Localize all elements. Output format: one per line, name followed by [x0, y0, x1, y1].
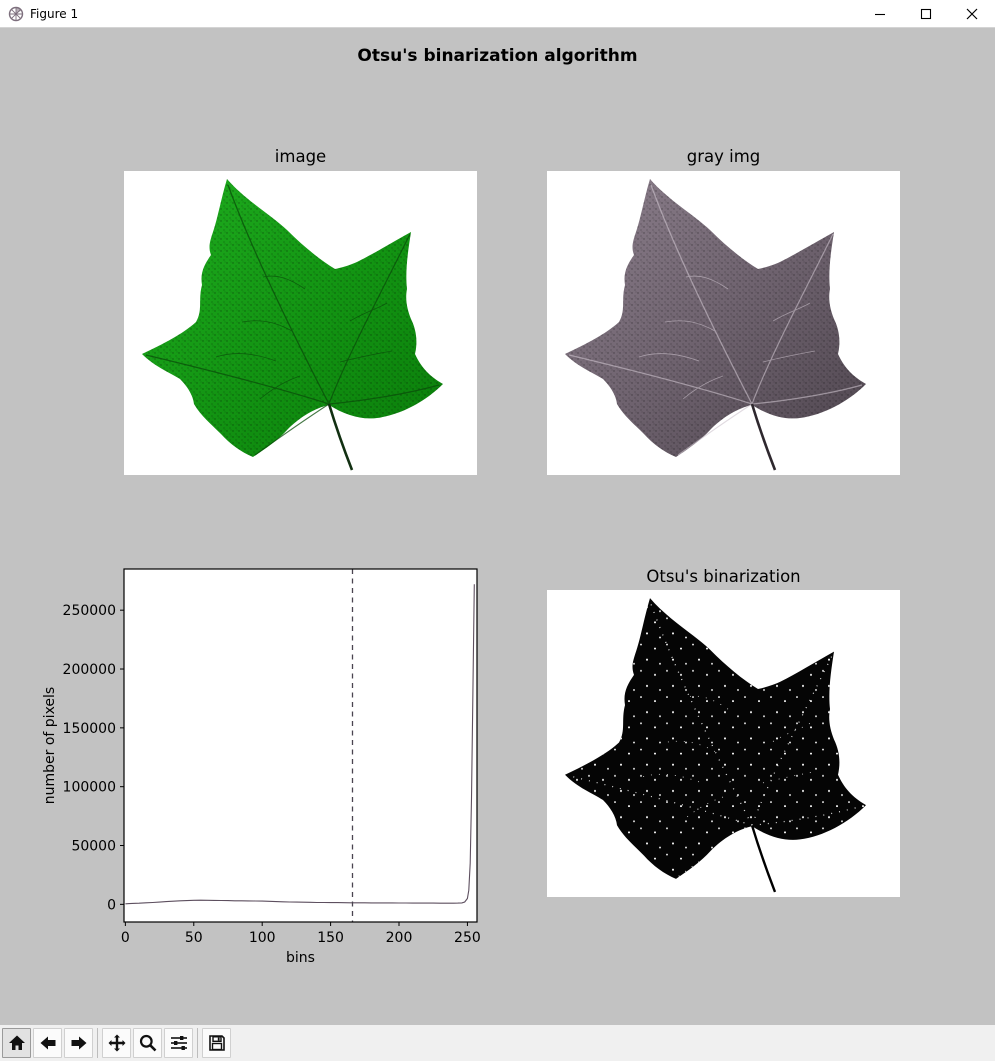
figure-suptitle: Otsu's binarization algorithm — [357, 46, 638, 66]
histogram-plot: 0 50 100 150 200 250 0 50000 100000 150000 200000 2… — [42, 568, 481, 966]
histogram-line — [125, 584, 475, 905]
svg-text:100: 100 — [249, 930, 276, 946]
matplotlib-logo-icon — [8, 6, 24, 22]
svg-text:150000: 150000 — [63, 721, 116, 737]
home-icon — [8, 1035, 25, 1050]
home-button[interactable] — [2, 1028, 31, 1058]
pan-button[interactable] — [102, 1028, 131, 1058]
sliders-icon — [170, 1036, 187, 1050]
leaf-image-color — [124, 171, 477, 475]
maximize-icon — [920, 8, 932, 19]
hist-xlabel: bins — [286, 950, 315, 966]
minimize-button[interactable] — [857, 0, 903, 27]
svg-text:100000: 100000 — [63, 780, 116, 796]
minimize-icon — [875, 13, 885, 15]
back-arrow-icon — [40, 1036, 55, 1050]
svg-text:50000: 50000 — [71, 839, 116, 855]
svg-text:0: 0 — [121, 930, 130, 946]
window-titlebar[interactable]: Figure 1 — [0, 0, 995, 28]
window-title: Figure 1 — [30, 6, 79, 21]
navigation-toolbar — [0, 1025, 995, 1061]
svg-text:250: 250 — [454, 930, 481, 946]
subplot-title-image: image — [274, 147, 327, 166]
back-button[interactable] — [33, 1028, 62, 1058]
pan-icon — [108, 1034, 125, 1052]
forward-button[interactable] — [64, 1028, 93, 1058]
figure-canvas[interactable]: Otsu's binarization algorithm image gray… — [0, 28, 995, 1025]
toolbar-separator — [97, 1028, 98, 1058]
configure-subplots-button[interactable] — [164, 1028, 193, 1058]
close-icon — [966, 8, 978, 19]
zoom-button[interactable] — [133, 1028, 162, 1058]
svg-text:200000: 200000 — [63, 662, 116, 678]
maximize-button[interactable] — [903, 0, 949, 27]
zoom-icon — [139, 1034, 156, 1052]
subplot-title-gray: gray img — [686, 147, 761, 166]
svg-text:0: 0 — [107, 897, 116, 913]
leaf-image-binarized — [547, 590, 900, 897]
leaf-image-gray — [547, 171, 900, 475]
subplot-title-otsu: Otsu's binarization — [646, 567, 801, 586]
hist-ylabel: number of pixels — [42, 687, 58, 804]
toolbar-separator — [197, 1028, 198, 1058]
svg-text:250000: 250000 — [63, 603, 116, 619]
svg-text:50: 50 — [185, 930, 203, 946]
forward-arrow-icon — [71, 1036, 86, 1050]
save-icon — [208, 1035, 225, 1051]
close-button[interactable] — [949, 0, 995, 27]
svg-text:200: 200 — [386, 930, 413, 946]
svg-text:150: 150 — [317, 930, 344, 946]
save-button[interactable] — [202, 1028, 231, 1058]
